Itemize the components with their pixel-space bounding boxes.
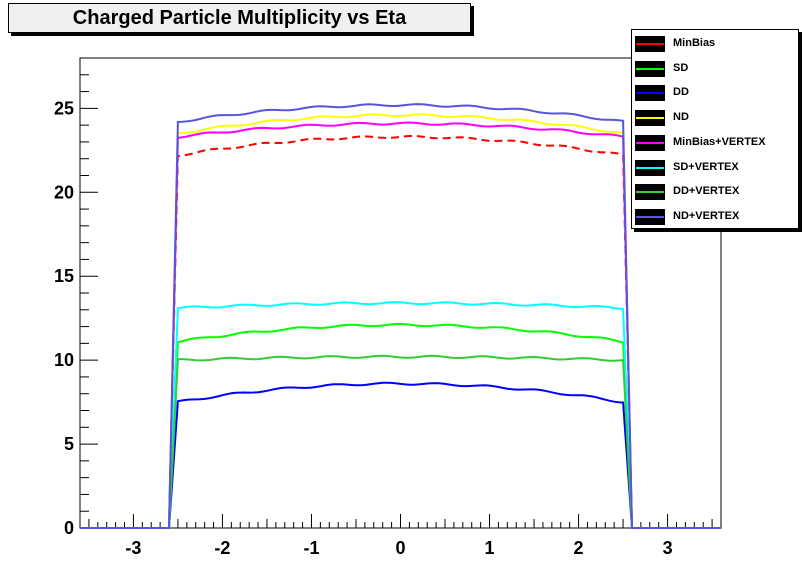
legend-swatch-line xyxy=(636,191,664,194)
legend-entry: SD xyxy=(635,59,795,81)
x-tick-label: 1 xyxy=(485,538,495,558)
y-tick-label: 10 xyxy=(54,350,74,370)
legend-entry: DD xyxy=(635,83,795,105)
legend: MinBias SD DD ND MinBias+VERTEX SD+VERTEX DD+V… xyxy=(631,29,799,229)
legend-entry: MinBias xyxy=(635,34,795,56)
legend-swatch-line xyxy=(636,141,664,144)
legend-swatch xyxy=(635,110,665,127)
chart-title: Charged Particle Multiplicity vs Eta xyxy=(72,7,407,29)
legend-label: DD+VERTEX xyxy=(673,185,740,198)
data-curves xyxy=(80,103,721,529)
legend-entry: DD+VERTEX xyxy=(635,182,795,204)
y-tick-label: 25 xyxy=(54,98,74,118)
legend-swatch xyxy=(635,134,665,151)
legend-swatch xyxy=(635,208,665,225)
series-line-dd xyxy=(80,381,721,529)
y-tick-label: 15 xyxy=(54,266,74,286)
legend-swatch xyxy=(635,60,665,77)
legend-entry: ND xyxy=(635,108,795,130)
axis-ticks: -3 -2 -1 0 1 2 3 0 5 10 15 20 25 xyxy=(54,57,722,558)
series-line-minbias-vertex xyxy=(80,121,721,529)
x-tick-label: -2 xyxy=(214,538,230,558)
x-tick-label: 2 xyxy=(574,538,584,558)
legend-label: SD+VERTEX xyxy=(673,160,739,173)
legend-swatch-line xyxy=(636,43,664,45)
legend-swatch-line xyxy=(636,67,664,70)
legend-entry: MinBias+VERTEX xyxy=(635,133,795,155)
y-tick-label: 20 xyxy=(54,182,74,202)
legend-entry: ND+VERTEX xyxy=(635,207,795,229)
x-tick-label: -3 xyxy=(125,538,141,558)
legend-swatch xyxy=(635,184,665,201)
legend-label: MinBias+VERTEX xyxy=(673,135,766,148)
x-tick-label: -1 xyxy=(303,538,319,558)
series-line-sd-vertex xyxy=(80,301,721,529)
legend-label: DD xyxy=(673,86,689,99)
legend-swatch xyxy=(635,85,665,102)
series-line-nd xyxy=(80,113,721,529)
legend-swatch-line xyxy=(636,215,664,218)
legend-swatch xyxy=(635,159,665,176)
x-tick-label: 3 xyxy=(663,538,673,558)
legend-label: ND xyxy=(673,111,689,124)
x-tick-label: 0 xyxy=(395,538,405,558)
legend-swatch-line xyxy=(636,117,664,120)
series-line-sd xyxy=(80,322,721,529)
chart-title-box: Charged Particle Multiplicity vs Eta xyxy=(8,3,471,33)
legend-entry: SD+VERTEX xyxy=(635,158,795,180)
y-tick-label: 0 xyxy=(64,518,74,538)
legend-swatch xyxy=(635,36,665,52)
series-line-dd-vertex xyxy=(80,354,721,529)
legend-swatch-line xyxy=(636,92,664,95)
legend-label: ND+VERTEX xyxy=(673,209,740,222)
legend-swatch-line xyxy=(636,166,664,169)
plot-frame xyxy=(79,57,722,529)
legend-label: SD xyxy=(673,61,689,74)
legend-label: MinBias xyxy=(673,37,716,49)
y-tick-label: 5 xyxy=(64,434,74,454)
series-line-nd-vertex xyxy=(80,103,721,529)
